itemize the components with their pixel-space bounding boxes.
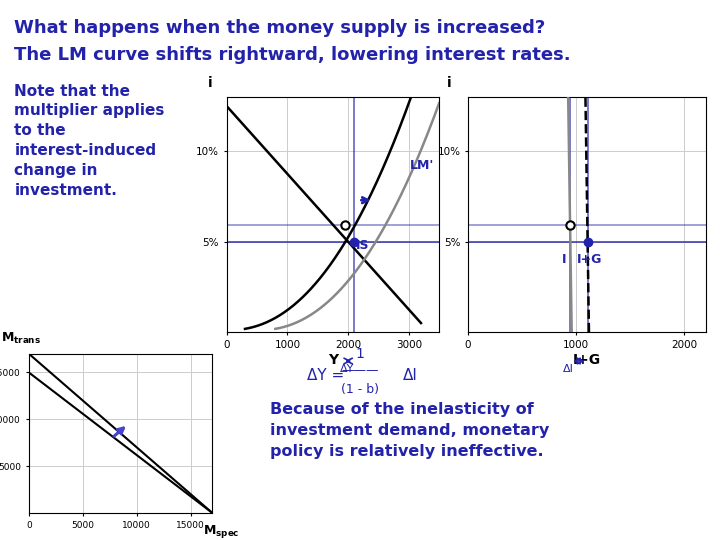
Text: IS: IS [356,239,369,252]
Text: 1: 1 [356,347,364,361]
Text: ΔI: ΔI [562,364,574,374]
Y-axis label: M$_\mathregular{trans}$: M$_\mathregular{trans}$ [1,330,42,346]
Text: Note that the
multiplier applies
to the
interest-induced
change in
investment.: Note that the multiplier applies to the … [14,84,165,198]
X-axis label: Y: Y [328,353,338,367]
Text: ———: ——— [341,364,379,377]
Text: ΔY =: ΔY = [307,368,349,383]
Text: LM': LM' [410,159,434,172]
Text: Because of the inelasticity of
investment demand, monetary
policy is relatively : Because of the inelasticity of investmen… [270,402,549,460]
Text: ΔY: ΔY [341,364,355,374]
Text: I: I [562,253,567,266]
Text: What happens when the money supply is increased?: What happens when the money supply is in… [14,19,546,37]
X-axis label: M$_\mathregular{spec}$: M$_\mathregular{spec}$ [203,523,240,539]
X-axis label: I+G: I+G [572,353,601,367]
Text: The LM curve shifts rightward, lowering interest rates.: The LM curve shifts rightward, lowering … [14,46,571,64]
Text: ΔI: ΔI [403,368,418,383]
Y-axis label: i: i [207,76,212,90]
Y-axis label: i: i [446,76,451,90]
Text: (1 - b): (1 - b) [341,383,379,396]
Text: I+G: I+G [577,253,603,266]
